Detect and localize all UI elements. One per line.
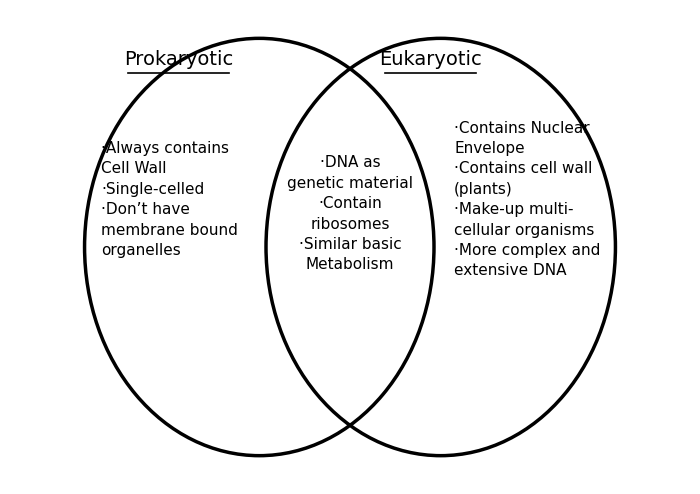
Text: Eukaryotic: Eukaryotic [379,50,482,69]
Text: ·DNA as
genetic material
·Contain
ribosomes
·Similar basic
Metabolism: ·DNA as genetic material ·Contain riboso… [287,155,413,272]
Text: ·Always contains
Cell Wall
·Single-celled
·Don’t have
membrane bound
organelles: ·Always contains Cell Wall ·Single-celle… [102,141,238,258]
Text: ·Contains Nuclear
Envelope
·Contains cell wall
(plants)
·Make-up multi-
cellular: ·Contains Nuclear Envelope ·Contains cel… [454,121,601,279]
Text: Prokaryotic: Prokaryotic [124,50,233,69]
Ellipse shape [85,39,434,455]
